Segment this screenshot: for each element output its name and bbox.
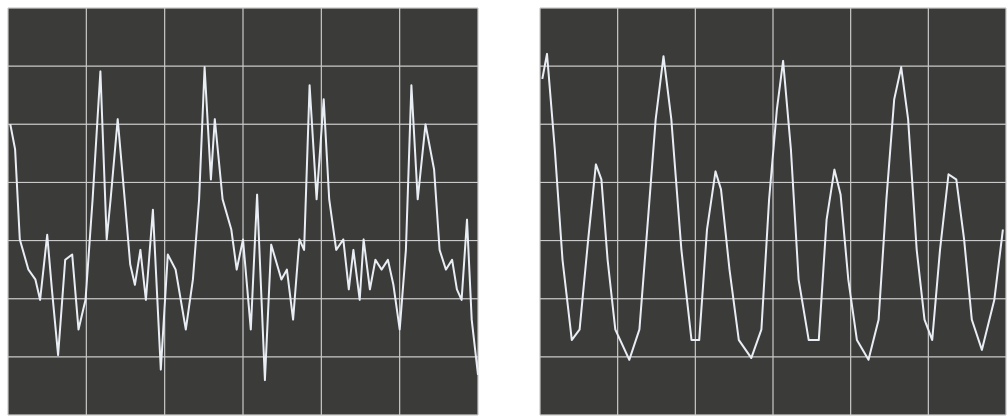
oscilloscope-figure — [0, 0, 1007, 419]
scope-panel — [540, 8, 1006, 415]
scope-panel — [8, 8, 478, 415]
